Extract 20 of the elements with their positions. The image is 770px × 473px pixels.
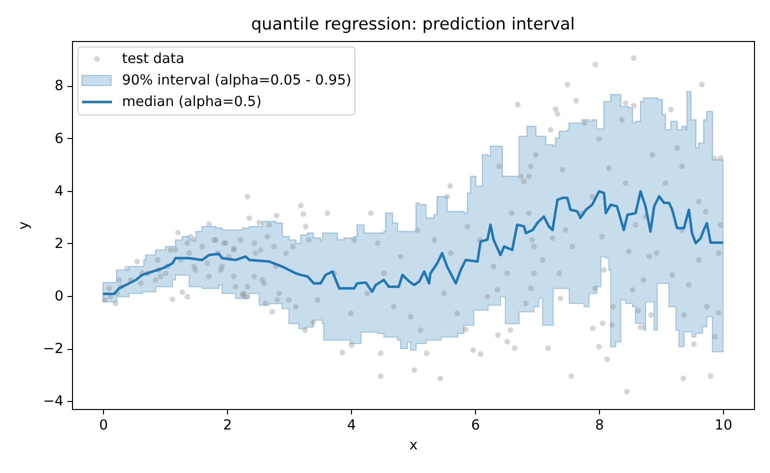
y-tick-label: 4 bbox=[54, 183, 64, 200]
x-tick-label: 10 bbox=[714, 418, 732, 434]
y-axis-title: y bbox=[16, 221, 32, 230]
legend-label: 90% interval (alpha=0.05 - 0.95) bbox=[122, 72, 352, 88]
x-tick-label: 0 bbox=[99, 418, 108, 434]
x-tick-label: 4 bbox=[347, 418, 356, 434]
y-tick-label: 8 bbox=[54, 78, 64, 94]
x-tick-label: 6 bbox=[471, 418, 480, 434]
y-tick-label: 2 bbox=[54, 236, 64, 252]
y-tick-label: −2 bbox=[43, 341, 64, 358]
y-tick-label: 6 bbox=[54, 130, 64, 147]
y-tick-label: −4 bbox=[43, 394, 64, 410]
chart-title: quantile regression: prediction interval bbox=[251, 13, 575, 34]
x-axis-title: x bbox=[409, 437, 418, 454]
x-tick-label: 2 bbox=[223, 418, 232, 434]
legend-label: test data bbox=[122, 51, 184, 67]
x-tick-label: 8 bbox=[595, 418, 604, 434]
line-series bbox=[102, 190, 724, 296]
y-tick-label: 0 bbox=[54, 288, 64, 304]
legend-label: median (alpha=0.5) bbox=[122, 94, 262, 110]
